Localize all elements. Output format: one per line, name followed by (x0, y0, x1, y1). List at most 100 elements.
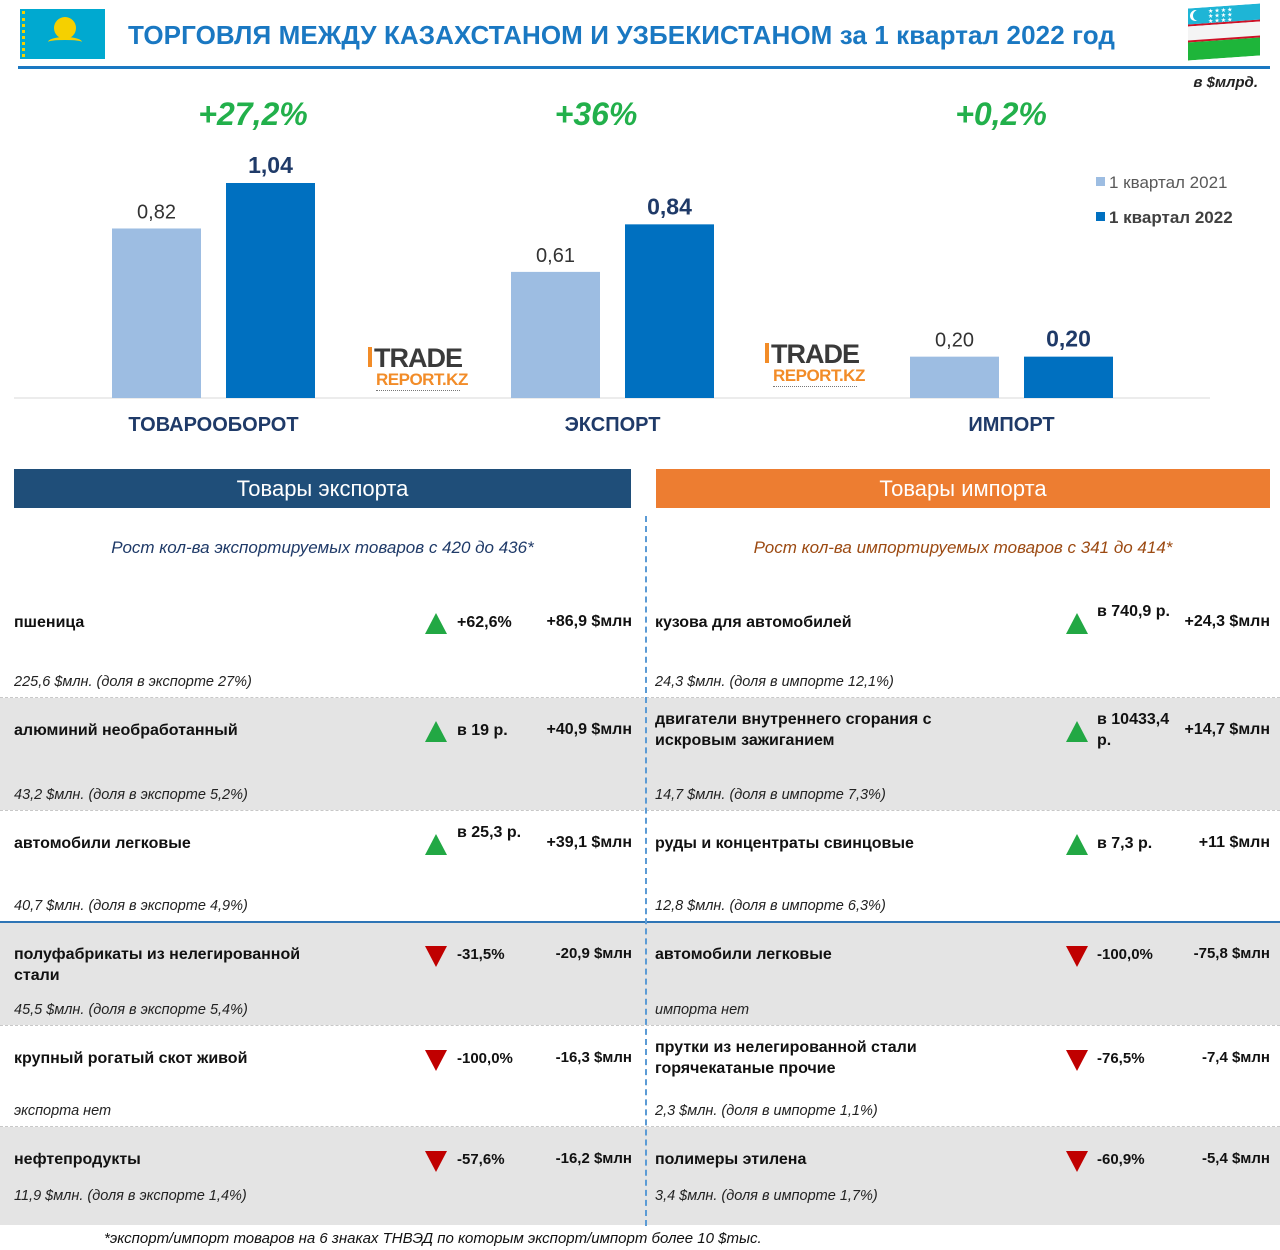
goods-note: 2,3 $млн. (доля в импорте 1,1%) (655, 1103, 878, 1119)
trade-report-watermark: TRADE REPORT.KZ (368, 343, 478, 403)
goods-name: полуфабрикаты из нелегированной стали (14, 946, 301, 984)
growth-label: +36% (555, 96, 638, 132)
change-value: в 25,3 р. (457, 824, 522, 841)
bar-value-label: 0,20 (1046, 326, 1091, 352)
arrow-up-icon (1066, 721, 1088, 742)
row-band (0, 698, 1280, 810)
row-band (0, 922, 1280, 1025)
export-goods-row: пшеница +62,6% +86,9 $млн 225,6 $млн. (доля… (14, 590, 632, 697)
bar-2022 (1024, 356, 1113, 398)
export-subtitle: Рост кол-ва экспортируемых товаров с 420… (111, 538, 534, 557)
bar-value-label: 0,84 (647, 193, 692, 219)
import-goods-row: руды и концентраты свинцовые в 7,3 р. +11 … (655, 811, 1270, 921)
column-divider (645, 516, 647, 1226)
uzbekistan-flag-icon: ★★★★ ★★★★ ★★★★ (1188, 3, 1260, 61)
bar-2021 (910, 356, 999, 398)
import-section-header: Товары импорта (656, 469, 1270, 508)
row-separator (0, 810, 1280, 811)
goods-note: экспорта нет (14, 1103, 112, 1119)
goods-name: двигатели внутреннего сгорания с искровы… (655, 711, 932, 749)
change-amount: -5,4 $млн (1201, 1150, 1270, 1167)
goods-note: 3,4 $млн. (доля в импорте 1,7%) (655, 1188, 878, 1204)
bar-2022 (625, 224, 714, 398)
trade-report-watermark: TRADE REPORT.KZ (765, 339, 875, 399)
growth-label: +27,2% (198, 96, 307, 132)
change-amount: -16,2 $млн (555, 1150, 632, 1167)
arrow-down-icon (1066, 946, 1088, 967)
units-label: в $млрд. (1193, 74, 1258, 91)
goods-note: 14,7 $млн. (доля в импорте 7,3%) (655, 787, 886, 803)
export-goods-row: крупный рогатый скот живой -100,0% -16,3 $… (14, 1026, 632, 1126)
category-label: ИМПОРТ (968, 414, 1054, 436)
import-goods-row: кузова для автомобилей в 740,9 р. +24,3 $м… (655, 590, 1270, 697)
import-goods-row: автомобили легковые -100,0% -75,8 $млн импо… (655, 922, 1270, 1025)
change-value: -100,0% (1097, 946, 1153, 963)
change-amount: +14,7 $млн (1184, 721, 1271, 738)
change-amount: -20,9 $млн (555, 945, 632, 962)
legend-label: 1 квартал 2021 (1109, 173, 1228, 192)
change-value: -60,9% (1097, 1151, 1145, 1168)
change-value: в 19 р. (457, 722, 508, 739)
goods-name: алюминий необработанный (14, 722, 238, 739)
watermark-line1: TRADE (374, 343, 463, 373)
kazakhstan-flag-icon (20, 9, 105, 59)
bar-value-label: 0,61 (536, 245, 575, 267)
arrow-up-icon (1066, 613, 1088, 634)
category-label: ЭКСПОРТ (565, 414, 661, 436)
export-goods-row: алюминий необработанный в 19 р. +40,9 $млн… (14, 698, 632, 810)
row-separator (0, 1126, 1280, 1127)
goods-note: 45,5 $млн. (доля в экспорте 5,4%) (14, 1002, 248, 1018)
arrow-up-icon (425, 834, 447, 855)
export-section-header: Товары экспорта (14, 469, 631, 508)
arrow-down-icon (1066, 1050, 1088, 1071)
arrow-down-icon (425, 1050, 447, 1071)
watermark-line2: REPORT.KZ (376, 370, 468, 389)
goods-note: 11,9 $млн. (доля в экспорте 1,4%) (14, 1188, 247, 1204)
bar-chart: 0,82 1,04 ТОВАРООБОРОТ +27,2% 0,61 0,84 ЭКСПОР… (14, 96, 1233, 436)
arrow-up-icon (425, 613, 447, 634)
row-separator (0, 1025, 1280, 1026)
goods-note: 225,6 $млн. (доля в экспорте 27%) (14, 674, 252, 690)
change-amount: +39,1 $млн (546, 834, 633, 851)
change-value: в 10433,4 р. (1097, 711, 1170, 749)
change-amount: +86,9 $млн (546, 613, 633, 630)
change-amount: -16,3 $млн (555, 1049, 632, 1066)
change-amount: -7,4 $млн (1201, 1049, 1270, 1066)
import-subtitle: Рост кол-ва импортируемых товаров с 341 … (753, 538, 1173, 557)
change-amount: +11 $млн (1198, 834, 1270, 851)
import-goods-row: двигатели внутреннего сгорания с искровы… (655, 698, 1270, 810)
watermark-line1: TRADE (771, 339, 860, 369)
bar-value-label: 1,04 (248, 152, 293, 178)
change-value: -57,6% (457, 1151, 505, 1168)
goods-name: пшеница (14, 614, 85, 631)
goods-name: кузова для автомобилей (655, 614, 852, 631)
import-goods-row: полимеры этилена -60,9% -5,4 $млн 3,4 $млн.… (655, 1127, 1270, 1225)
arrow-down-icon (425, 1151, 447, 1172)
change-value: в 7,3 р. (1097, 835, 1153, 852)
goods-name: полимеры этилена (655, 1151, 807, 1168)
goods-name: нефтепродукты (14, 1151, 141, 1168)
footnote: *экспорт/импорт товаров на 6 знаках ТНВЭ… (104, 1230, 762, 1247)
bar-2021 (112, 228, 201, 398)
arrow-up-icon (425, 721, 447, 742)
header: ТОРГОВЛЯ МЕЖДУ КАЗАХСТАНОМ И УЗБЕКИСТАНО… (0, 0, 1280, 72)
goods-note: 24,3 $млн. (доля в импорте 12,1%) (655, 674, 894, 690)
export-goods-row: нефтепродукты -57,6% -16,2 $млн 11,9 $млн. … (14, 1127, 632, 1225)
change-value: +62,6% (457, 614, 512, 631)
change-value: -31,5% (457, 946, 505, 963)
legend-swatch (1096, 177, 1105, 186)
legend-swatch (1096, 212, 1105, 221)
watermark-line2: REPORT.KZ (773, 366, 865, 385)
row-separator (0, 921, 1280, 923)
change-amount: +40,9 $млн (546, 721, 633, 738)
goods-name: прутки из нелегированной стали горячекат… (655, 1039, 917, 1077)
bar-value-label: 0,82 (137, 201, 176, 223)
arrow-down-icon (425, 946, 447, 967)
goods-note: импорта нет (655, 1002, 750, 1018)
goods-note: 43,2 $млн. (доля в экспорте 5,2%) (14, 787, 248, 803)
goods-note: 12,8 $млн. (доля в импорте 6,3%) (655, 898, 886, 914)
bar-value-label: 0,20 (935, 330, 974, 352)
export-goods-row: полуфабрикаты из нелегированной стали -31… (14, 922, 632, 1025)
category-label: ТОВАРООБОРОТ (128, 414, 298, 436)
arrow-up-icon (1066, 834, 1088, 855)
